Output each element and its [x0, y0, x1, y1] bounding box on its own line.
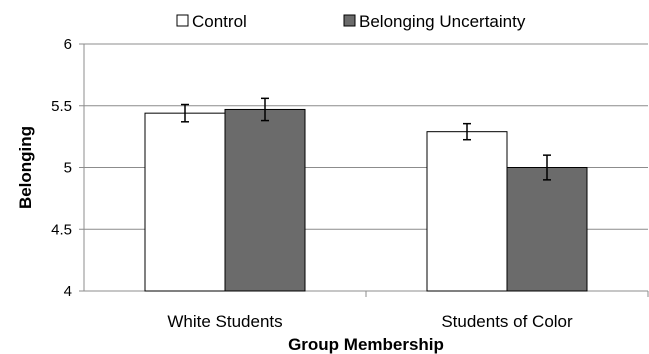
y-tick-label: 4.5 [51, 221, 72, 238]
y-tick-label: 5 [64, 160, 72, 177]
bar-belonging-uncertainty [506, 167, 588, 292]
y-tick-label: 5.5 [51, 98, 72, 115]
legend-label-belonging-uncertainty: Belonging Uncertainty [359, 12, 526, 31]
x-axis-title: Group Membership [288, 335, 444, 354]
legend: Control Belonging Uncertainty [176, 12, 526, 31]
error-bars [181, 97, 551, 181]
bar-belonging-uncertainty [224, 108, 306, 292]
y-tick-labels: 4 4.5 5 5.5 6 [51, 36, 72, 300]
y-axis-title: Belonging [16, 126, 35, 209]
legend-label-control: Control [192, 12, 247, 31]
legend-swatch-control [176, 14, 189, 27]
legend-swatch-belonging-uncertainty [343, 14, 356, 27]
x-category-label: Students of Color [441, 312, 573, 331]
y-tick-label: 6 [64, 36, 72, 53]
bar-control [144, 112, 226, 292]
x-category-label: White Students [167, 312, 282, 331]
x-category-labels: White Students Students of Color [167, 312, 573, 331]
bars [144, 108, 588, 292]
bar-control [426, 131, 508, 292]
y-tick-label: 4 [64, 283, 72, 300]
